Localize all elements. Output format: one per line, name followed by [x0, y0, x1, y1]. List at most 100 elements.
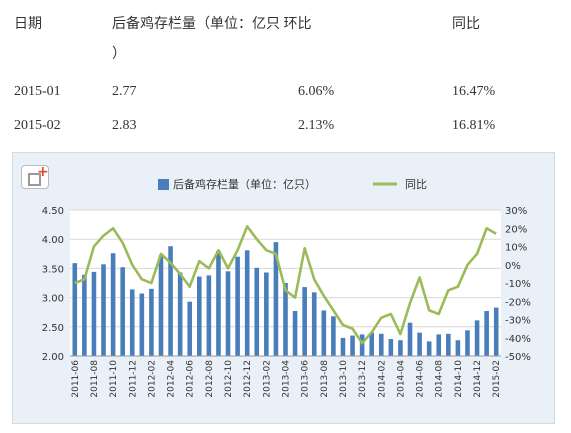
- bar: [72, 263, 78, 356]
- y-left-tick-label: 3.00: [42, 294, 64, 305]
- y-left-tick-label: 2.50: [42, 323, 64, 334]
- x-tick-label: 2011-08: [90, 360, 100, 398]
- bar: [283, 283, 288, 356]
- y-left-tick-label: 4.50: [42, 206, 64, 217]
- legend-bar-swatch: [158, 179, 169, 190]
- x-tick-label: 2013-10: [339, 360, 349, 398]
- x-tick-label: 2013-08: [320, 360, 330, 398]
- bar: [378, 333, 384, 356]
- header-stock-cont: ）: [112, 47, 126, 62]
- bar: [177, 272, 183, 356]
- x-tick-label: 2012-08: [205, 360, 215, 398]
- x-tick-label: 2012-12: [243, 360, 253, 398]
- add-chart-icon[interactable]: +: [21, 164, 49, 189]
- bar: [398, 340, 403, 356]
- chart-frame: + 2.00 2.50 3.00 3.50 4.00 4.50 -50% -40% -30% -2…: [12, 152, 555, 424]
- bar: [359, 334, 365, 356]
- x-tick-label: 2014-12: [473, 360, 483, 398]
- y-right-tick-label: -30%: [505, 316, 531, 327]
- bar: [82, 274, 87, 356]
- row2-mom: 2.13%: [298, 118, 335, 133]
- y-left-tick-label: 4.00: [42, 235, 64, 246]
- bar: [493, 307, 499, 356]
- bar: [369, 332, 374, 356]
- x-tick-label: 2011-06: [71, 360, 81, 398]
- x-tick-label: 2013-12: [358, 360, 368, 398]
- row1-mom: 6.06%: [298, 84, 335, 99]
- x-tick-label: 2012-06: [186, 360, 196, 398]
- bar: [292, 311, 298, 356]
- bar: [225, 271, 231, 356]
- bar: [331, 316, 336, 356]
- y-right-tick-label: -20%: [505, 297, 531, 308]
- bar: [302, 287, 307, 356]
- bar: [311, 292, 317, 356]
- bar: [129, 289, 135, 356]
- bar: [101, 264, 106, 356]
- x-tick-label: 2012-10: [224, 360, 234, 398]
- y-right-tick-label: -40%: [505, 334, 531, 345]
- row2-stock: 2.83: [112, 118, 137, 133]
- bar: [436, 334, 442, 356]
- bar: [388, 339, 394, 356]
- bar: [426, 341, 432, 356]
- bar: [91, 271, 97, 356]
- y-right-tick-label: 20%: [505, 224, 527, 235]
- bar: [206, 275, 212, 356]
- bar: [254, 267, 260, 356]
- row1-yoy: 16.47%: [452, 84, 496, 99]
- x-tick-label: 2013-04: [282, 360, 292, 398]
- bar: [187, 301, 193, 356]
- x-tick-label: 2014-10: [454, 360, 464, 398]
- bar: [446, 333, 451, 356]
- y-right-tick-label: 30%: [505, 206, 527, 217]
- bar: [158, 255, 164, 356]
- yoy-line: [74, 225, 497, 345]
- y-left-tick-label: 3.50: [42, 264, 64, 275]
- x-tick-label: 2013-06: [301, 360, 311, 398]
- row1-stock: 2.77: [112, 84, 137, 99]
- bar: [235, 256, 240, 356]
- bar: [484, 311, 489, 356]
- row1-date: 2015-01: [14, 84, 61, 99]
- y-left-tick-label: 2.00: [42, 352, 64, 363]
- legend-bar-label: 后备鸡存栏量（单位：亿只）: [173, 177, 316, 191]
- bar: [110, 253, 116, 356]
- x-tick-label: 2011-12: [128, 360, 138, 398]
- bar: [216, 250, 221, 356]
- bar: [321, 310, 327, 356]
- data-table: 日期 后备鸡存栏量（单位：亿只 环比 ） 同比 2015-01 2.77 6.0…: [0, 0, 571, 150]
- bar: [244, 250, 250, 356]
- y-right-tick-label: -50%: [505, 352, 531, 363]
- bar: [149, 288, 154, 356]
- x-tick-label: 2012-02: [147, 360, 157, 398]
- bar: [340, 337, 346, 356]
- x-tick-label: 2014-06: [416, 360, 426, 398]
- bar: [350, 335, 355, 356]
- y-right-tick-label: 10%: [505, 243, 527, 254]
- x-tick-label: 2015-02: [492, 360, 502, 398]
- bar: [417, 332, 422, 356]
- legend-line-label: 同比: [405, 178, 427, 191]
- bar: [139, 293, 145, 356]
- y-right-tick-label: 0%: [505, 261, 521, 272]
- bar: [120, 267, 125, 356]
- bar: [197, 276, 202, 356]
- bar: [455, 340, 461, 356]
- header-yoy: 同比: [452, 17, 480, 32]
- bar: [465, 330, 470, 356]
- x-tick-label: 2014-08: [435, 360, 445, 398]
- bar: [407, 322, 413, 356]
- row2-date: 2015-02: [14, 118, 61, 133]
- header-date: 日期: [14, 17, 42, 32]
- bar: [273, 242, 279, 356]
- bar: [264, 272, 269, 356]
- x-tick-label: 2012-04: [167, 360, 177, 398]
- x-tick-label: 2011-10: [109, 360, 119, 398]
- header-stock: 后备鸡存栏量（单位：亿只 环比: [112, 17, 312, 32]
- row2-yoy: 16.81%: [452, 118, 496, 133]
- bar: [168, 246, 173, 356]
- x-tick-label: 2014-04: [396, 360, 406, 398]
- x-tick-label: 2014-02: [377, 360, 387, 398]
- x-tick-label: 2013-02: [262, 360, 272, 398]
